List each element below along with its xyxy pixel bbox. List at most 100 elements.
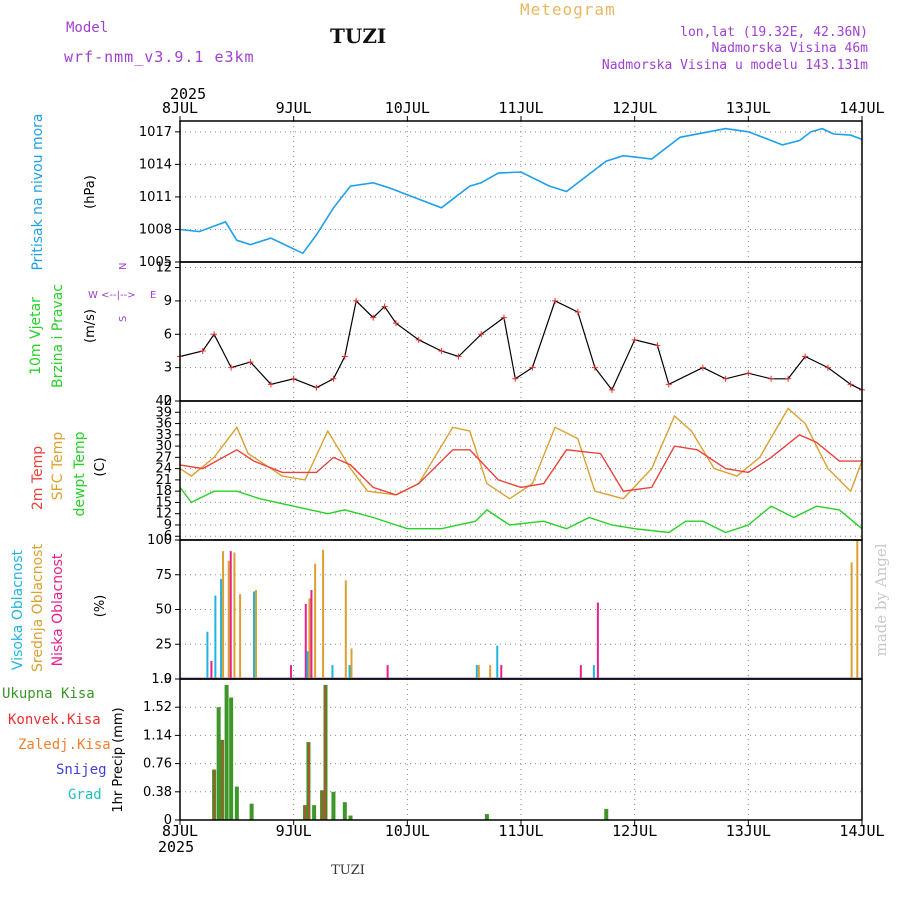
x-tick-label-top: 8JUL bbox=[162, 99, 198, 117]
y-tick-label: 36 bbox=[155, 417, 172, 432]
wind-point bbox=[824, 364, 831, 371]
x-tick-label-top: 9JUL bbox=[276, 99, 312, 117]
y-tick-label: 9 bbox=[164, 518, 172, 533]
cloud-bar-low bbox=[229, 551, 232, 679]
x-tick-label-bottom: 10JUL bbox=[385, 822, 430, 840]
cloud-bar-mid bbox=[350, 648, 353, 679]
precip-bar-total bbox=[484, 814, 489, 820]
cloud-ylabel-3: Niska Oblacnost bbox=[50, 553, 66, 666]
y-tick-label: 18 bbox=[155, 484, 172, 499]
wind-unit: (m/s) bbox=[83, 309, 98, 343]
wind-point bbox=[353, 297, 360, 304]
pressure-ylabel: Pritisak na nivou mora bbox=[30, 113, 46, 270]
wind-point bbox=[228, 364, 235, 371]
cloud-bar-mid bbox=[489, 665, 492, 679]
precip-legend-total: Ukupna Kisa bbox=[2, 686, 95, 702]
precip-ylabel-unit: 1hr Precip (mm) bbox=[111, 707, 126, 812]
temp-series-2m-temp bbox=[179, 433, 862, 496]
x-tick-label-bottom: 9JUL bbox=[276, 822, 312, 840]
x-tick-label-top: 11JUL bbox=[498, 99, 543, 117]
x-tick-label-bottom: 14JUL bbox=[839, 822, 884, 840]
y-tick-label: 27 bbox=[155, 450, 172, 465]
wind-point bbox=[608, 386, 615, 393]
precip-legend-conv: Konvek.Kisa bbox=[8, 712, 101, 728]
cloud-bar-high bbox=[214, 595, 217, 679]
wind-point bbox=[654, 342, 661, 349]
y-tick-label: 21 bbox=[155, 473, 172, 488]
wind-point bbox=[699, 364, 706, 371]
precip-bar-total bbox=[229, 697, 234, 820]
cloud-bar-mid bbox=[308, 598, 311, 679]
cloud-bar-mid bbox=[322, 549, 325, 679]
precip-bar-total bbox=[234, 786, 239, 820]
cloud-bar-low bbox=[579, 665, 582, 679]
y-tick-label: 0 bbox=[164, 394, 172, 409]
precip-bar-conv bbox=[304, 805, 306, 820]
x-tick-label-top: 14JUL bbox=[839, 99, 884, 117]
temp-ylabel-3: dewpt Temp bbox=[72, 431, 88, 516]
wind-point bbox=[330, 375, 337, 382]
y-tick-label: 6 bbox=[164, 327, 172, 342]
cloud-bar-high bbox=[475, 665, 478, 679]
precip-bar-total bbox=[604, 808, 609, 820]
y-tick-label: 1.14 bbox=[143, 728, 172, 743]
footer-station: TUZI bbox=[331, 863, 365, 878]
cloud-bar-high bbox=[253, 591, 256, 679]
y-tick-label: 50 bbox=[155, 603, 172, 618]
compass-arrows: <--|--> bbox=[101, 290, 136, 301]
temp-ylabel-2: SFC Temp bbox=[50, 432, 66, 501]
y-tick-label: 75 bbox=[155, 568, 172, 583]
precip-bar-total bbox=[348, 815, 353, 820]
wind-point bbox=[512, 375, 519, 382]
cloud-bar-high bbox=[306, 651, 309, 679]
wind-point bbox=[199, 347, 206, 354]
wind-point bbox=[290, 375, 297, 382]
y-tick-label: 1008 bbox=[139, 222, 172, 237]
y-tick-label: 24 bbox=[155, 462, 172, 477]
wind-speed-line bbox=[179, 299, 863, 392]
cloud-ylabel-2: Srednja Oblacnost bbox=[30, 544, 46, 672]
wind-point bbox=[529, 364, 536, 371]
y-tick-label: 0.76 bbox=[143, 757, 172, 772]
cloud-bar-mid bbox=[477, 665, 480, 679]
year-bottom: 2025 bbox=[158, 838, 194, 856]
cloud-bar-mid bbox=[227, 560, 230, 679]
cloud-bar-mid bbox=[850, 562, 853, 679]
y-tick-label: 12 bbox=[155, 507, 172, 522]
altitude-info: Nadmorska Visina 46m bbox=[711, 41, 868, 56]
cloud-bar-high bbox=[348, 665, 351, 679]
y-tick-label: 100 bbox=[147, 533, 172, 548]
y-tick-label: 0.38 bbox=[143, 785, 172, 800]
y-tick-label: 6 bbox=[164, 529, 172, 544]
wind-point bbox=[370, 314, 377, 321]
cloud-unit: (%) bbox=[93, 595, 108, 618]
compass-n: N bbox=[118, 263, 129, 270]
cloud-bar-mid bbox=[344, 580, 347, 679]
y-tick-label: 0 bbox=[164, 672, 172, 687]
precip-bar-conv bbox=[213, 769, 215, 820]
precip-bar-total bbox=[342, 802, 347, 820]
wind-ylabel-2: Brzina i Pravac bbox=[50, 284, 66, 388]
precip-bar-conv bbox=[307, 742, 310, 820]
model-label: Model bbox=[66, 20, 109, 36]
temp-series-sfc-temp bbox=[179, 407, 863, 500]
cloud-bar-low bbox=[310, 590, 313, 679]
precip-bar-total bbox=[331, 791, 336, 820]
pressure-unit: (hPa) bbox=[83, 175, 98, 209]
x-tick-label-bottom: 8JUL bbox=[162, 822, 198, 840]
y-tick-label: 1014 bbox=[139, 157, 172, 172]
x-tick-label-top: 13JUL bbox=[726, 99, 771, 117]
y-tick-label: 1011 bbox=[139, 190, 172, 205]
precip-legend-snow: Snijeg bbox=[56, 762, 107, 778]
y-tick-label: 1.9 bbox=[151, 672, 172, 687]
wind-point bbox=[591, 364, 598, 371]
wind-point bbox=[785, 375, 792, 382]
precip-bar-conv bbox=[221, 739, 223, 820]
y-tick-label: 25 bbox=[155, 637, 172, 652]
temp-series-dewpt-temp bbox=[179, 486, 863, 534]
precip-bar-total bbox=[224, 684, 229, 820]
wind-point bbox=[313, 384, 320, 391]
cloud-bar-mid bbox=[856, 540, 859, 679]
compass-s: S bbox=[118, 316, 129, 322]
